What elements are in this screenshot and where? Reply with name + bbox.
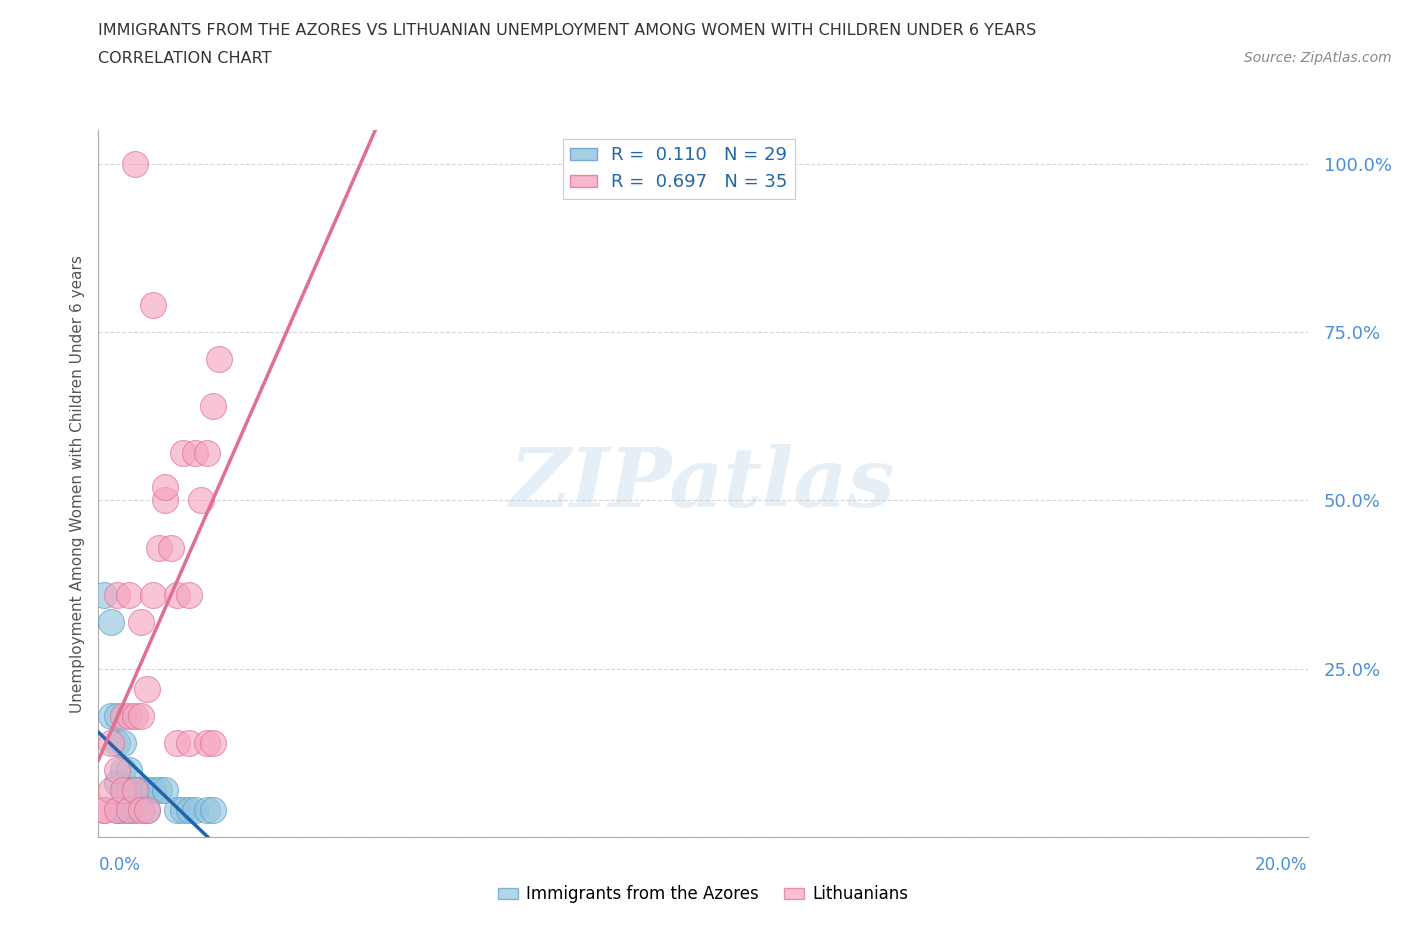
Point: [105, 587, 128, 602]
Point: [105, 803, 128, 817]
Point: [124, 782, 146, 797]
Point: [118, 803, 141, 817]
Point: [195, 445, 218, 460]
Point: [166, 736, 188, 751]
Point: [100, 614, 122, 629]
Point: [195, 736, 218, 751]
Point: [129, 709, 152, 724]
Point: [111, 782, 134, 797]
Point: [177, 587, 201, 602]
Point: [93, 803, 115, 817]
Point: [129, 614, 152, 629]
Point: [118, 803, 141, 817]
Point: [142, 782, 165, 797]
Text: Source: ZipAtlas.com: Source: ZipAtlas.com: [1244, 51, 1392, 65]
Text: 20.0%: 20.0%: [1256, 856, 1308, 873]
Point: [190, 493, 212, 508]
Point: [184, 445, 207, 460]
Point: [166, 587, 188, 602]
Point: [129, 803, 152, 817]
Point: [105, 709, 128, 724]
Point: [105, 763, 128, 777]
Point: [153, 493, 176, 508]
Point: [195, 803, 218, 817]
Point: [202, 399, 225, 414]
Point: [172, 445, 194, 460]
Point: [105, 736, 128, 751]
Text: CORRELATION CHART: CORRELATION CHART: [98, 51, 271, 66]
Point: [111, 709, 134, 724]
Point: [148, 782, 170, 797]
Point: [93, 587, 115, 602]
Point: [118, 587, 141, 602]
Point: [124, 782, 146, 797]
Text: ZIPatlas: ZIPatlas: [510, 444, 896, 524]
Point: [118, 709, 141, 724]
Point: [100, 709, 122, 724]
Point: [129, 782, 152, 797]
Point: [100, 782, 122, 797]
Point: [124, 803, 146, 817]
Point: [142, 298, 165, 312]
Point: [118, 763, 141, 777]
Point: [148, 540, 170, 555]
Point: [153, 782, 176, 797]
Point: [177, 803, 201, 817]
Point: [135, 782, 157, 797]
Y-axis label: Unemployment Among Women with Children Under 6 years: Unemployment Among Women with Children U…: [69, 255, 84, 712]
Point: [135, 803, 157, 817]
Point: [135, 682, 157, 697]
Text: 0.0%: 0.0%: [98, 856, 141, 873]
Point: [124, 156, 146, 171]
Point: [105, 776, 128, 790]
Text: IMMIGRANTS FROM THE AZORES VS LITHUANIAN UNEMPLOYMENT AMONG WOMEN WITH CHILDREN : IMMIGRANTS FROM THE AZORES VS LITHUANIAN…: [98, 23, 1036, 38]
Point: [111, 782, 134, 797]
Point: [202, 736, 225, 751]
Point: [153, 480, 176, 495]
Point: [184, 803, 207, 817]
Point: [202, 803, 225, 817]
Point: [124, 709, 146, 724]
Point: [160, 540, 183, 555]
Point: [166, 803, 188, 817]
Point: [111, 803, 134, 817]
Point: [100, 736, 122, 751]
Point: [93, 803, 115, 817]
Point: [135, 803, 157, 817]
Point: [105, 803, 128, 817]
Point: [111, 736, 134, 751]
Point: [111, 763, 134, 777]
Point: [208, 352, 231, 366]
Legend: R =  0.110   N = 29, R =  0.697   N = 35: R = 0.110 N = 29, R = 0.697 N = 35: [562, 140, 794, 199]
Point: [142, 587, 165, 602]
Point: [118, 782, 141, 797]
Point: [172, 803, 194, 817]
Point: [177, 736, 201, 751]
Point: [124, 782, 146, 797]
